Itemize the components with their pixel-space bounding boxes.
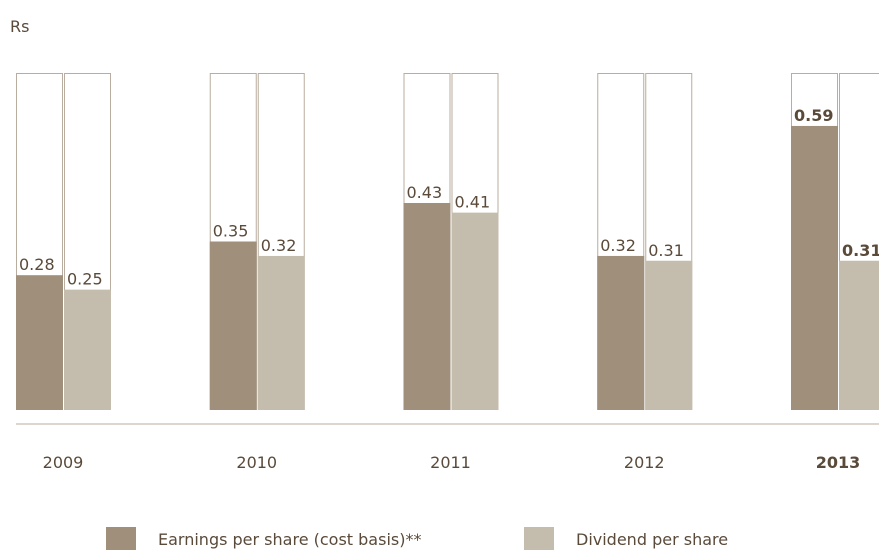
value-label: 0.35 bbox=[213, 222, 249, 241]
legend-swatch bbox=[106, 527, 136, 550]
bar bbox=[839, 260, 879, 410]
axis-label: Rs bbox=[10, 17, 29, 36]
bar bbox=[64, 289, 111, 410]
x-tick-label: 2013 bbox=[816, 453, 861, 472]
legend-swatch bbox=[524, 527, 554, 550]
value-label: 0.59 bbox=[794, 106, 833, 125]
x-tick-label: 2010 bbox=[236, 453, 277, 472]
value-label: 0.25 bbox=[67, 270, 103, 289]
bar bbox=[209, 241, 257, 410]
bar bbox=[16, 275, 63, 410]
value-label: 0.32 bbox=[261, 236, 297, 255]
value-label: 0.43 bbox=[407, 183, 443, 202]
value-label: 0.28 bbox=[19, 255, 55, 274]
x-tick-label: 2009 bbox=[43, 453, 84, 472]
x-tick-label: 2012 bbox=[624, 453, 665, 472]
bar bbox=[791, 125, 838, 410]
value-label: 0.31 bbox=[842, 241, 879, 260]
bar bbox=[645, 260, 693, 410]
value-label: 0.31 bbox=[648, 241, 684, 260]
value-label: 0.32 bbox=[600, 236, 636, 255]
bar bbox=[257, 255, 305, 410]
legend-label: Dividend per share bbox=[576, 530, 728, 549]
x-tick-label: 2011 bbox=[430, 453, 471, 472]
legend-label: Earnings per share (cost basis)** bbox=[158, 530, 421, 549]
bar bbox=[403, 202, 451, 410]
value-label: 0.41 bbox=[455, 193, 491, 212]
bar bbox=[597, 255, 645, 410]
bar bbox=[451, 212, 499, 410]
